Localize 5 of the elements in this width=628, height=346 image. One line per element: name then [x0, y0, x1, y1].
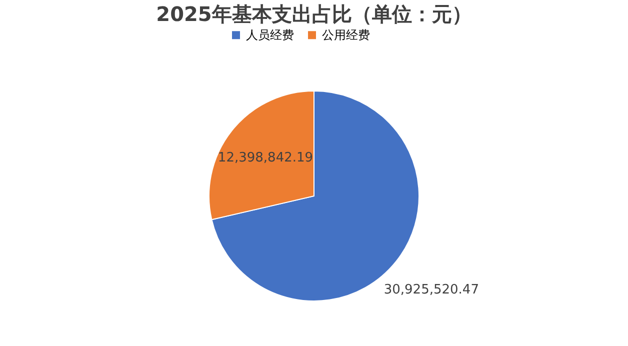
- legend-label: 公用经费: [322, 28, 370, 42]
- data-label: 30,925,520.47: [384, 282, 479, 298]
- chart-title: 2025年基本支出占比（单位：元）: [156, 2, 472, 26]
- data-label: 12,398,842.19: [218, 150, 314, 166]
- legend-label: 人员经费: [246, 28, 294, 42]
